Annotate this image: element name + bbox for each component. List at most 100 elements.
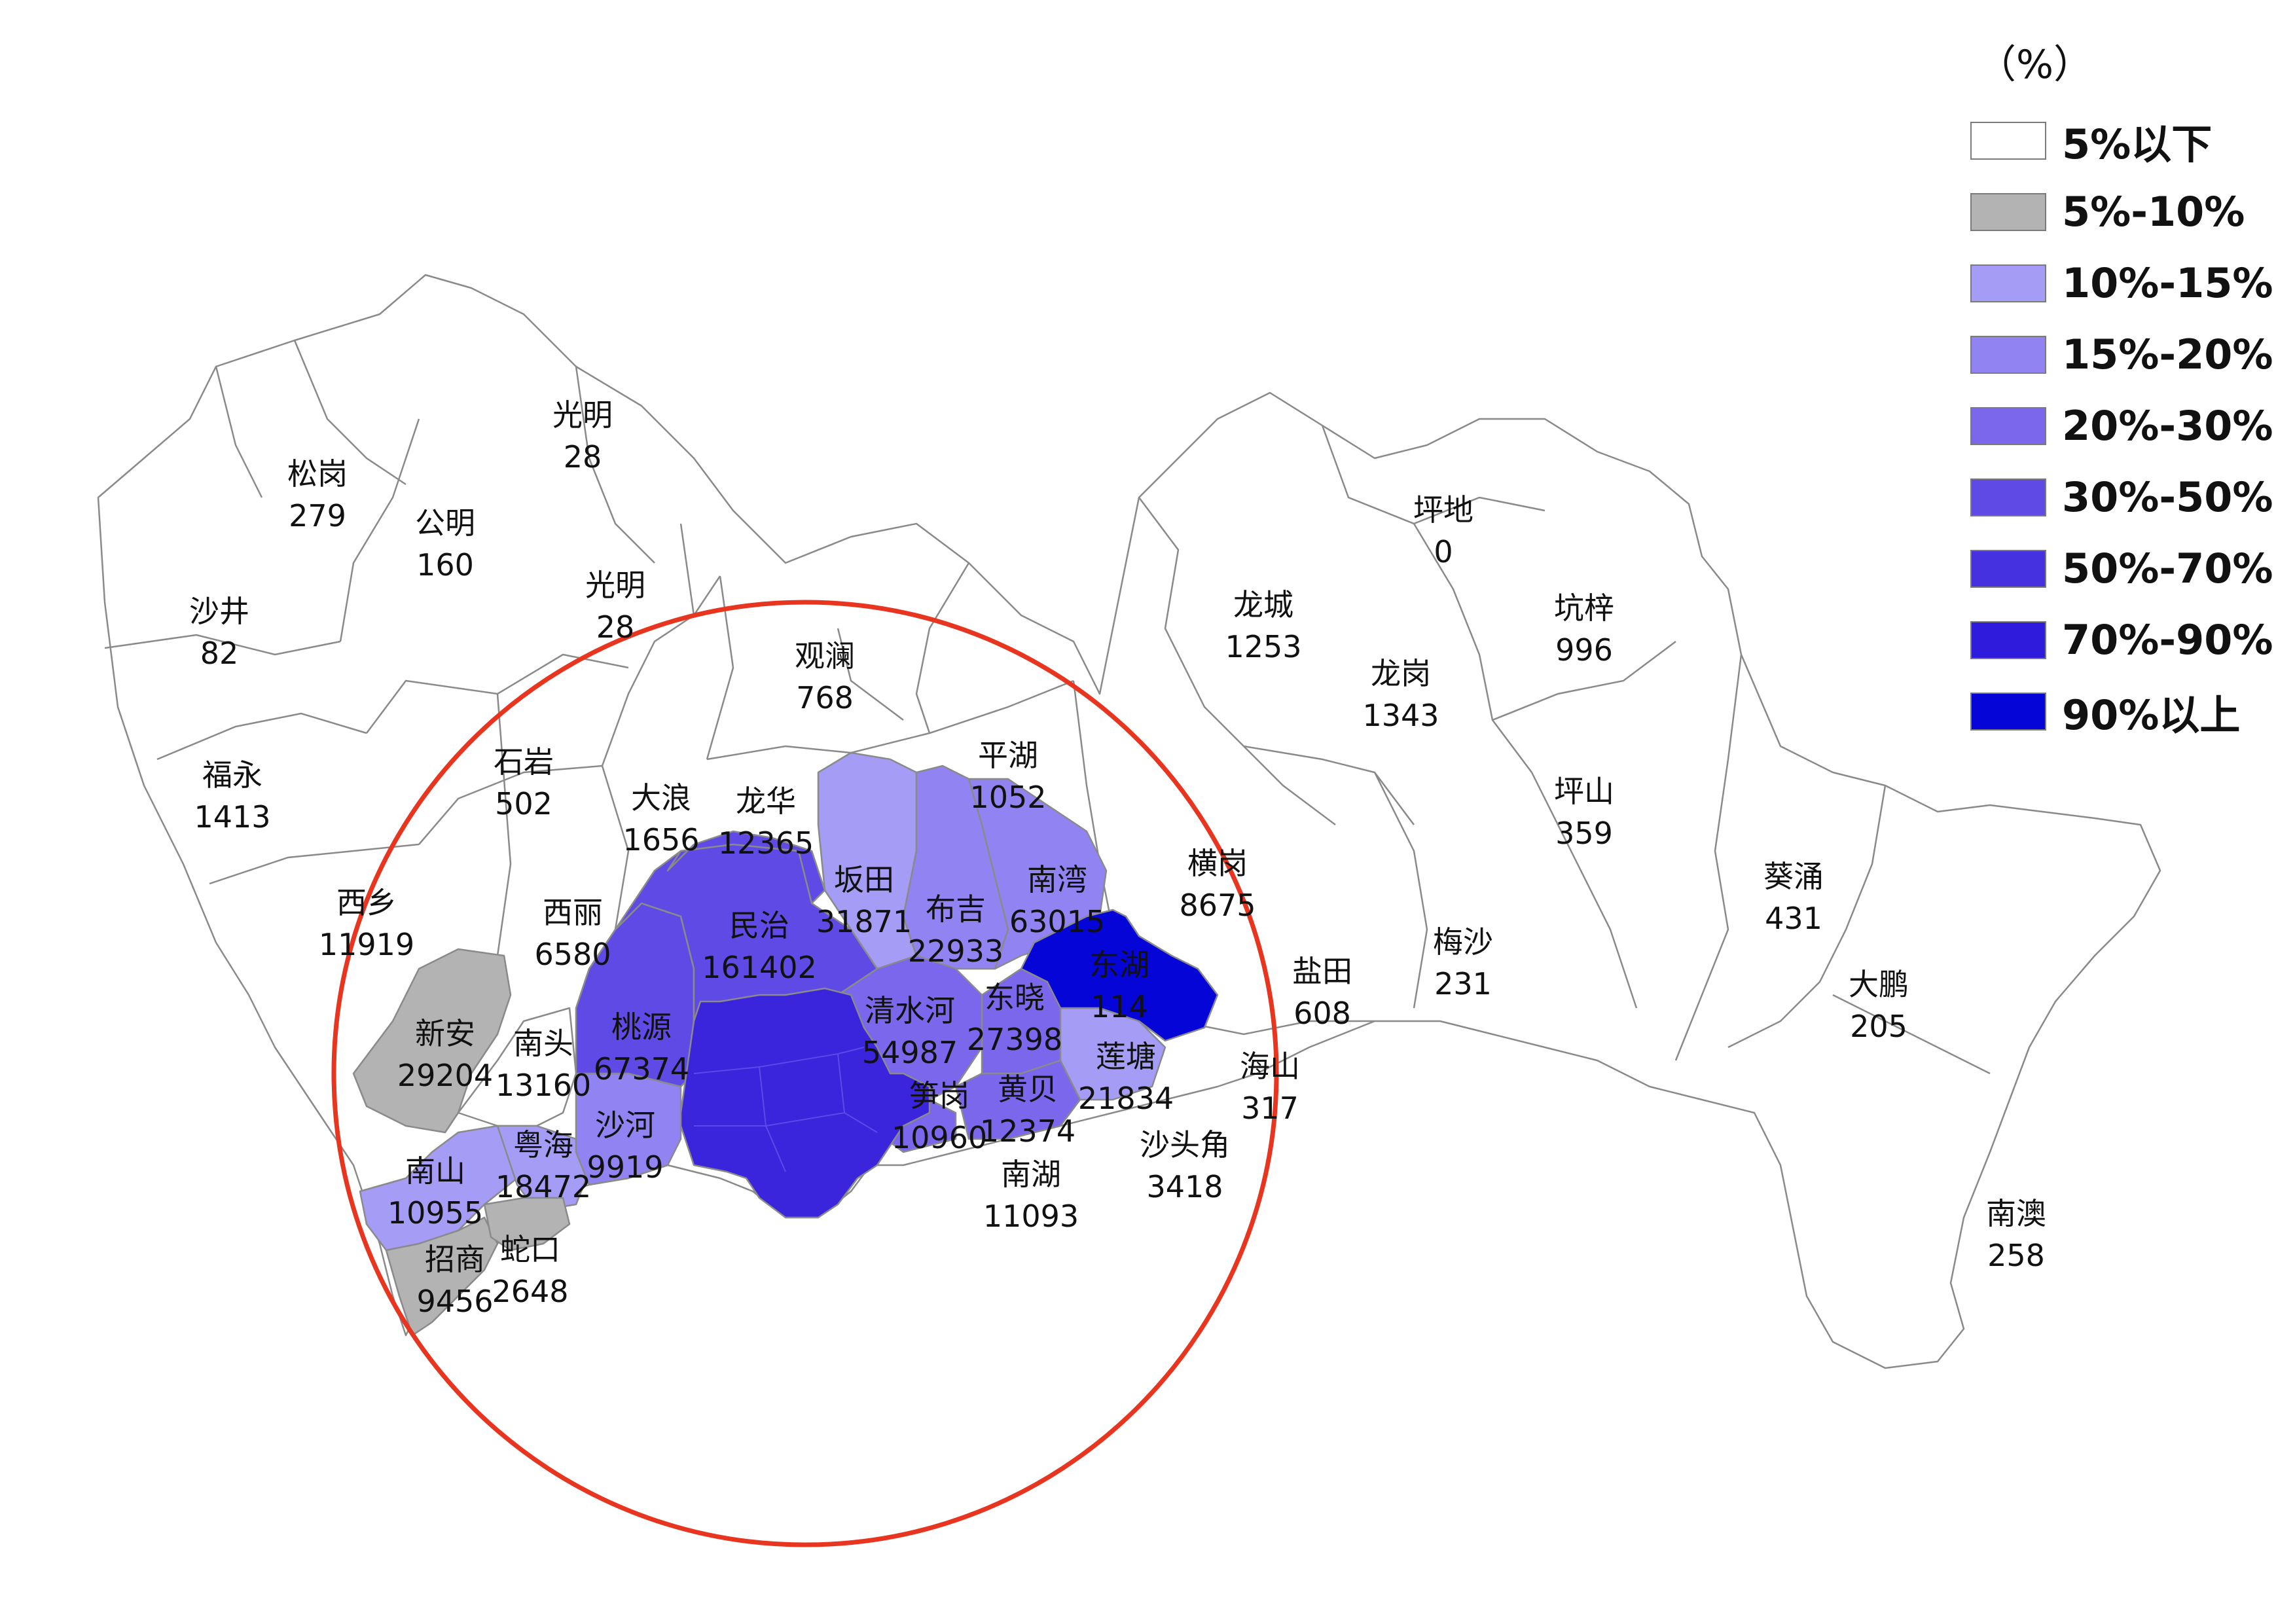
legend-item: 5%以下 [1970,105,2278,176]
district-value: 231 [1434,966,1492,1001]
district-label: 梅沙 231 [1433,924,1493,1001]
district-value: 63015 [1009,904,1105,939]
district-label: 东湖 114 [1089,947,1149,1024]
shaded-districts [352,751,1219,1337]
district-value: 54987 [862,1035,958,1070]
legend-swatch [1970,192,2046,231]
district-shape-zhaoshang [385,1216,499,1337]
district-label: 龙华 12365 [718,784,814,861]
district-value: 11919 [319,927,414,962]
legend-swatch [1970,121,2046,160]
legend-item: 30%-50% [1970,461,2278,533]
district-name: 光明 [585,568,645,603]
district-name: 大鹏 [1849,967,1909,1002]
district-name: 海山 [1240,1049,1300,1084]
district-label: 海山 317 [1240,1049,1300,1126]
district-name: 沙井 [189,594,249,629]
district-value: 502 [495,786,552,821]
district-value: 3418 [1146,1169,1223,1204]
district-label: 笋岗 10960 [892,1078,987,1155]
district-name: 东湖 [1089,947,1149,983]
district-name: 横岗 [1187,846,1248,881]
district-label: 东晓 27398 [967,980,1062,1057]
district-value: 768 [796,680,854,715]
legend-swatch [1970,692,2046,731]
district-label: 松岗 279 [287,456,348,533]
legend-swatch [1970,549,2046,588]
district-name: 南头 [513,1026,573,1061]
district-name: 坪地 [1413,492,1473,528]
district-name: 盐田 [1292,954,1352,989]
legend-item: 15%-20% [1970,319,2278,390]
district-value: 0 [1434,534,1453,569]
district-value: 10955 [388,1195,483,1231]
district-name: 福永 [202,757,262,793]
district-name: 西丽 [543,895,603,930]
district-name: 蛇口 [500,1232,560,1267]
legend-swatch [1970,335,2046,374]
legend-item: 90%以上 [1970,676,2278,747]
district-label: 光明 28 [585,568,645,645]
legend-swatch [1970,406,2046,445]
district-label: 黄贝 12374 [980,1072,1075,1149]
district-label: 横岗 8675 [1179,846,1256,923]
district-name: 葵涌 [1763,859,1824,894]
district-label: 蛇口 2648 [492,1232,568,1309]
district-shape-yuehai [496,1125,590,1212]
district-value: 114 [1091,989,1148,1024]
district-name: 梅沙 [1433,924,1493,960]
district-name: 光明 [552,397,613,433]
district-value: 160 [416,547,474,583]
district-label: 西丽 6580 [534,895,611,972]
district-value: 12365 [718,825,814,861]
district-value: 1052 [969,780,1046,815]
district-value: 1413 [194,799,270,835]
district-label: 招商 9456 [416,1242,493,1319]
district-label: 观澜 768 [795,638,855,715]
district-name: 龙岗 [1371,656,1431,691]
district-shape-donghu [1020,909,1219,1042]
legend-rows: 5%以下 5%-10% 10%-15% 15%-20% 20%-30% 30%-50% 50… [1970,105,2278,747]
district-name: 南澳 [1986,1196,2046,1231]
district-value: 317 [1241,1091,1299,1126]
district-label: 龙城 1253 [1225,587,1301,664]
district-label: 盐田 608 [1292,954,1352,1031]
district-value: 1253 [1225,629,1301,664]
district-label: 沙头角 3418 [1140,1127,1230,1204]
district-name: 平湖 [978,738,1038,773]
district-value: 11093 [983,1199,1079,1234]
district-name: 南山 [405,1153,465,1189]
district-label: 南湾 63015 [1009,862,1105,939]
district-name: 大浪 [631,780,691,816]
district-value: 2648 [492,1274,568,1309]
district-name: 沙河 [595,1108,655,1143]
district-name: 石岩 [494,744,554,780]
district-value: 29204 [397,1058,493,1093]
highlight-inner-boundaries [693,1047,878,1172]
legend-swatch [1970,478,2046,516]
district-name: 粤海 [513,1127,573,1163]
district-label: 布吉 22933 [908,892,1003,969]
district-label: 龙岗 1343 [1362,656,1439,733]
district-label: 坪山 359 [1554,774,1614,851]
district-name: 沙头角 [1140,1127,1230,1163]
district-value: 28 [564,439,602,475]
district-value: 28 [596,609,635,645]
highlight-core-area [679,987,931,1219]
district-name: 南湖 [1001,1157,1061,1192]
district-value: 9919 [587,1149,663,1185]
district-value: 31871 [816,904,912,939]
legend-label: 10%-15% [2062,259,2273,307]
district-name: 布吉 [926,892,986,927]
district-value: 161402 [702,950,817,985]
district-label: 南山 10955 [388,1153,483,1231]
district-shape-shekou [483,1197,571,1252]
district-value: 10960 [892,1120,987,1155]
district-value: 21834 [1078,1081,1174,1116]
district-name: 坑梓 [1554,590,1614,626]
legend-label: 20%-30% [2062,402,2273,450]
district-label: 坂田 31871 [816,862,912,939]
district-labels: 光明 28 松岗 279 公明 160 光明 28 沙井 82 福永 1413 石岩 502 大浪 1656 观… [189,397,2046,1319]
district-name: 南湾 [1027,862,1087,897]
district-label: 大浪 1656 [623,780,699,857]
